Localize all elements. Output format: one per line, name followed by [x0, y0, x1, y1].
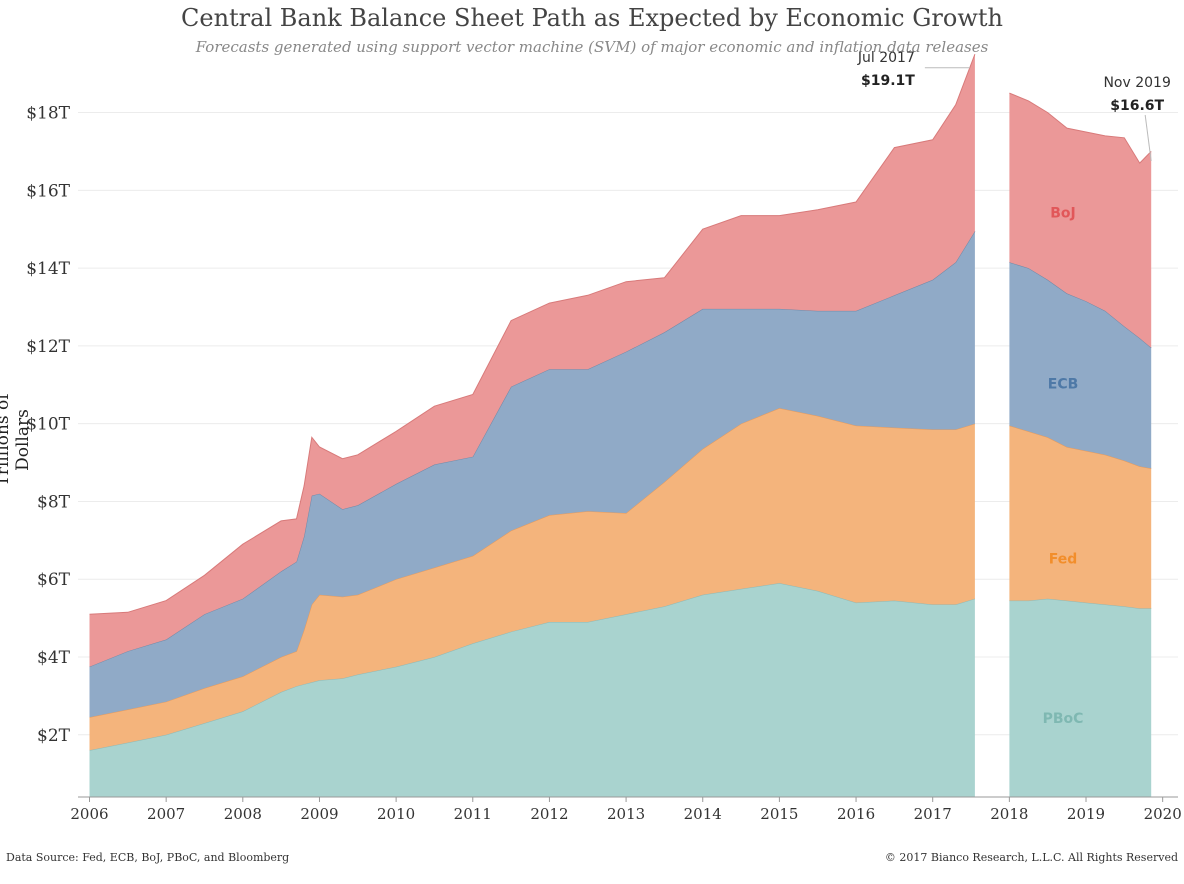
y-tick-label: $8T — [37, 492, 71, 512]
area-boj — [89, 54, 975, 667]
series-labels: BoJ ECB Fed PBoC — [1043, 206, 1084, 728]
y-tick-label: $12T — [26, 337, 70, 357]
annotation-value: $16.6T — [1110, 98, 1164, 114]
x-tick-label: 2016 — [837, 805, 875, 823]
line-boj — [89, 54, 976, 615]
series-label-ecb: ECB — [1048, 377, 1079, 393]
annotation-value: $19.1T — [861, 73, 915, 89]
area-ecb — [89, 231, 975, 718]
annotation-leader — [1144, 114, 1152, 162]
x-tick-label: 2010 — [377, 805, 415, 823]
y-tick-label: $16T — [26, 181, 70, 201]
x-tick-label: 2006 — [70, 805, 108, 823]
x-tick-label: 2008 — [224, 805, 262, 823]
x-tick-label: 2007 — [147, 805, 185, 823]
area-fed — [89, 408, 975, 751]
x-tick-label: 2020 — [1144, 805, 1182, 823]
line-boj — [1009, 92, 1152, 164]
x-tick-label: 2019 — [1067, 805, 1105, 823]
series-label-fed: Fed — [1049, 552, 1078, 568]
area-pboc — [89, 583, 975, 797]
stacked-areas — [89, 54, 1152, 797]
area-ecb — [1009, 262, 1152, 469]
chart-subtitle: Forecasts generated using support vector… — [195, 38, 989, 56]
series-label-boj: BoJ — [1050, 206, 1076, 222]
x-tick-label: 2015 — [760, 805, 798, 823]
x-tick-label: 2017 — [914, 805, 952, 823]
x-tick-label: 2012 — [530, 805, 568, 823]
x-tick-label: 2013 — [607, 805, 645, 823]
area-boj — [1009, 93, 1152, 348]
y-tick-label: $6T — [37, 570, 71, 590]
data-source-note: Data Source: Fed, ECB, BoJ, PBoC, and Bl… — [6, 851, 290, 864]
area-pboc — [1009, 598, 1152, 797]
annotations: Jul 2017 $19.1T Nov 2019 $16.6T — [857, 50, 1171, 162]
area-fed — [1009, 425, 1152, 609]
y-tick-label: $14T — [26, 259, 70, 279]
annotation-date: Jul 2017 — [857, 50, 915, 66]
chart-title: Central Bank Balance Sheet Path as Expec… — [181, 4, 1003, 32]
series-label-pboc: PBoC — [1043, 711, 1084, 727]
y-tick-label: $18T — [26, 104, 70, 124]
annotation-date: Nov 2019 — [1103, 75, 1170, 91]
y-tick-label: $4T — [37, 648, 71, 668]
copyright-note: © 2017 Bianco Research, L.L.C. All Right… — [884, 851, 1178, 864]
x-tick-label: 2018 — [990, 805, 1028, 823]
y-tick-label: $2T — [37, 726, 71, 746]
axes: $2T $4T $6T $8T $10T $12T $14T $16T $18T 2006 2007… — [26, 104, 1182, 823]
y-tick-label: $10T — [26, 415, 70, 435]
x-tick-label: 2011 — [454, 805, 492, 823]
x-tick-label: 2014 — [684, 805, 722, 823]
x-tick-label: 2009 — [300, 805, 338, 823]
